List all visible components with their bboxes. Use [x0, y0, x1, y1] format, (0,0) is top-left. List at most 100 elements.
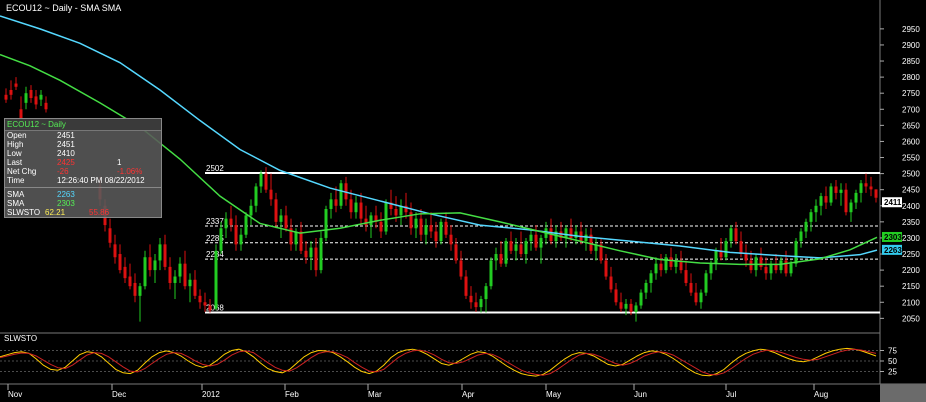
candle-body: [769, 263, 773, 274]
candle-body: [499, 254, 503, 264]
candle-body: [208, 305, 212, 311]
candle-body: [133, 282, 137, 296]
candle-body: [9, 89, 13, 95]
price-marker-label: 2263: [884, 246, 902, 255]
candle-body: [449, 234, 453, 245]
level-label: 2337: [206, 217, 224, 226]
candle-body: [799, 231, 803, 242]
candle-body: [229, 218, 233, 226]
candle-body: [809, 212, 813, 222]
candle-body: [118, 254, 122, 271]
candle-body: [269, 189, 273, 200]
candle-body: [214, 250, 218, 309]
candle-body: [789, 263, 793, 274]
candle-body: [554, 231, 558, 242]
candle-body: [599, 244, 603, 261]
candle-body: [794, 241, 798, 264]
candle-body: [244, 215, 248, 235]
candle-body: [168, 266, 172, 283]
candle-body: [183, 263, 187, 287]
candle-body: [108, 228, 112, 243]
candle-body: [379, 221, 383, 232]
open-label: Open: [7, 131, 27, 140]
corner-box: [880, 384, 926, 402]
candle-body: [524, 241, 528, 255]
candle-body: [629, 303, 633, 312]
candle-body: [259, 173, 263, 187]
candle-body: [374, 215, 378, 222]
candle-body: [659, 263, 663, 271]
candle-body: [569, 228, 573, 238]
candle-body: [334, 199, 338, 206]
candle-body: [344, 183, 348, 200]
candle-body: [39, 94, 43, 100]
slwsto-extra: 55.86: [89, 208, 110, 217]
candle-body: [439, 221, 443, 242]
slwsto-label: SLWSTO: [7, 208, 41, 217]
candle-body: [153, 260, 157, 271]
candle-body: [784, 260, 788, 274]
candle-body: [589, 234, 593, 251]
time-tick-label: Apr: [462, 390, 475, 399]
candle-body: [24, 93, 28, 103]
candle-body: [774, 263, 778, 271]
price-tick-label: 2150: [902, 282, 920, 291]
candle-body: [224, 218, 228, 229]
last-extra: 1: [117, 158, 122, 167]
candle-body: [854, 192, 858, 203]
candle-body: [4, 94, 8, 100]
price-tick-label: 2100: [902, 298, 920, 307]
candle-body: [198, 295, 202, 303]
price-marker: [882, 244, 902, 255]
candle-body: [759, 257, 763, 267]
info-box: ECOU12 ~ Daily Open 2451 High 2451 Low 2410…: [4, 118, 162, 218]
candle-body: [163, 244, 167, 267]
candle-body: [203, 302, 207, 306]
slwsto-value: 62.21: [45, 208, 66, 217]
candle-body: [44, 102, 48, 110]
price-tick-label: 2700: [902, 105, 920, 114]
candle-body: [113, 244, 117, 258]
price-tick-label: 2300: [902, 234, 920, 243]
candle-body: [749, 260, 753, 271]
candle-body: [819, 196, 823, 206]
candle-body: [674, 260, 678, 267]
candle-body: [729, 228, 733, 242]
candle-body: [459, 260, 463, 277]
high-label: High: [7, 140, 24, 149]
candle-body: [574, 231, 578, 238]
low-value: 2410: [57, 149, 75, 158]
sma1-label: SMA: [7, 190, 25, 199]
candle-body: [429, 225, 433, 232]
candle-body: [559, 231, 563, 238]
candle-body: [469, 295, 473, 303]
time-tick-label: Mar: [368, 390, 382, 399]
candle-body: [464, 276, 468, 296]
candle-body: [173, 276, 177, 283]
time-tick-label: Dec: [112, 390, 126, 399]
candle-body: [484, 286, 488, 300]
candle-body: [679, 260, 683, 271]
candle-body: [329, 199, 333, 209]
candle-body: [349, 199, 353, 213]
candle-body: [869, 186, 873, 190]
candle-body: [339, 183, 343, 206]
info-box-header: ECOU12 ~ Daily: [5, 119, 161, 131]
candle-body: [414, 218, 418, 229]
candle-body: [304, 250, 308, 258]
candle-body: [364, 218, 368, 226]
candle-body: [519, 244, 523, 255]
level-label: 2502: [206, 164, 224, 173]
candle-body: [219, 228, 223, 251]
candle-body: [409, 212, 413, 229]
candle-body: [739, 241, 743, 255]
candle-body: [193, 279, 197, 296]
price-tick-label: 2050: [902, 314, 920, 323]
price-tick-label: 2500: [902, 170, 920, 179]
price-tick-label: 2450: [902, 186, 920, 195]
candle-body: [188, 279, 192, 287]
sma2-value: 2303: [57, 199, 75, 208]
candle-body: [529, 234, 533, 242]
candle-body: [454, 244, 458, 261]
low-label: Low: [7, 149, 22, 158]
